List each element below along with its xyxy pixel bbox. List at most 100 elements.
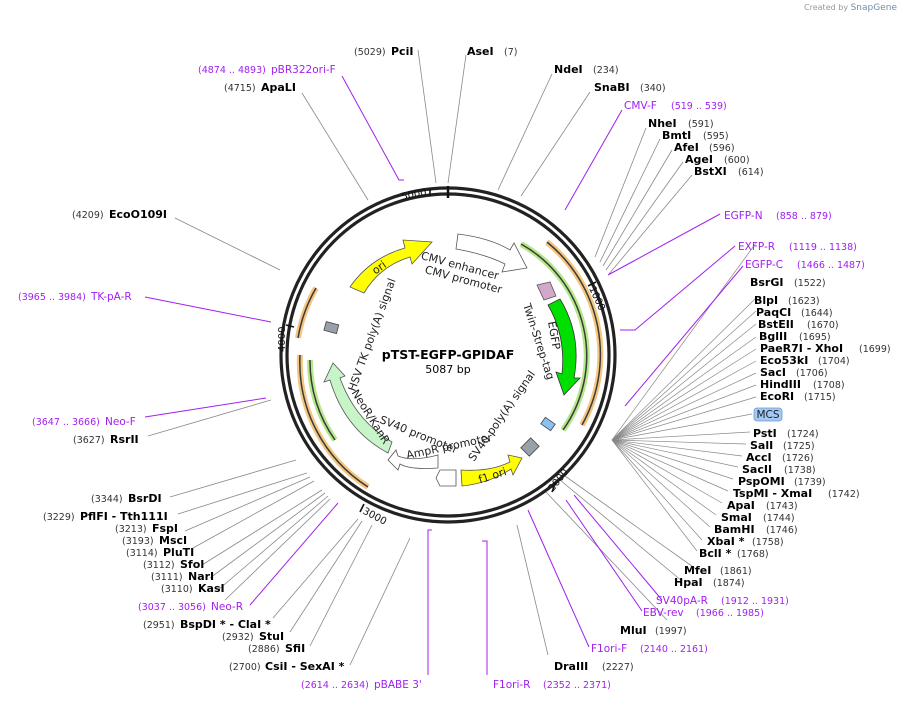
- enzyme-pos: (2932): [222, 632, 254, 643]
- enzyme-bstxi: BstXI: [694, 165, 727, 178]
- enzyme-pos: (3110): [161, 584, 193, 595]
- enzyme-kasi: KasI: [198, 582, 225, 595]
- enzyme-pos: (234): [593, 65, 619, 76]
- enzyme-pos: (596): [709, 143, 735, 154]
- enzyme-pos: (614): [738, 167, 764, 178]
- sv40-promoter-feature: [387, 449, 439, 471]
- enzyme-psti: PstI: [753, 427, 777, 440]
- enzyme-apali: ApaLI: [261, 81, 296, 94]
- enzyme-blpi: BlpI: [754, 294, 778, 307]
- enzyme-paer7i-xhoi: PaeR7I - XhoI: [760, 342, 843, 355]
- enzyme-fspi: FspI: [152, 522, 178, 535]
- enzyme-pos: (3114): [126, 548, 158, 559]
- ori-feature: [349, 239, 433, 294]
- hsv-tk-polya-label: HSV TK poly(A) signal: [346, 277, 399, 393]
- enzyme-pcii: PciI: [391, 45, 413, 58]
- enzyme-bsrgi: BsrGI: [750, 276, 783, 289]
- enzyme-hindiii: HindIII: [760, 378, 801, 391]
- enzyme-bmti: BmtI: [662, 129, 691, 142]
- primer-f1ori-f: F1ori-F: [591, 643, 627, 655]
- enzyme-pos: (1768): [737, 549, 769, 560]
- cmv-feature: [455, 233, 528, 273]
- enzyme-pos: (1670): [807, 320, 839, 331]
- ampr-promoter-feature: [435, 469, 457, 487]
- egfp-label: EGFP: [545, 320, 563, 351]
- enzyme-snabi: SnaBI: [594, 81, 630, 94]
- tick-5000: 5000: [401, 188, 428, 203]
- orf-arcs: [295, 239, 604, 490]
- egfp-feature: [547, 298, 581, 396]
- enzyme-bcli: BclI *: [699, 547, 732, 560]
- enzyme-bspdi-clai: BspDI * - ClaI *: [180, 618, 271, 631]
- mcs-enzyme-list: PstI (1724) SalI (1725) AccI (1726) SacI…: [699, 427, 860, 560]
- enzyme-pos: (340): [640, 83, 666, 94]
- enzyme-smai: SmaI: [721, 511, 752, 524]
- enzyme-pos: (4209): [72, 210, 104, 221]
- enzyme-pos: (2886): [248, 644, 280, 655]
- primer-pos: (1119 .. 1138): [789, 242, 857, 253]
- primer-pos: (1966 .. 1985): [696, 608, 764, 619]
- enzyme-ndei: NdeI: [554, 63, 583, 76]
- primer-pos: (1466 .. 1487): [797, 260, 865, 271]
- f1-ori-label: f1 ori: [477, 465, 508, 486]
- enzyme-pos: (1704): [818, 356, 850, 367]
- enzyme-bamhi: BamHI: [714, 523, 755, 536]
- enzyme-acci: AccI: [746, 451, 772, 464]
- primer-pos: (519 .. 539): [671, 101, 727, 112]
- enzyme-bsteii: BstEII: [758, 318, 794, 331]
- enzyme-csii-sexai: CsiI - SexAI *: [265, 660, 345, 673]
- enzyme-pos: (1715): [804, 392, 836, 403]
- sv40-polya-small-feature: [540, 416, 556, 432]
- enzyme-rsrii: RsrII: [110, 433, 139, 446]
- enzyme-pos: (3112): [143, 560, 175, 571]
- primer-exfp-r: EXFP-R: [738, 241, 775, 253]
- enzyme-pos: (1997): [655, 626, 687, 637]
- snapgene-brand: SnapGene: [850, 3, 897, 13]
- enzyme-pos: (1739): [794, 477, 826, 488]
- primer-cmv-f: CMV-F: [624, 100, 657, 112]
- enzyme-pos: (1522): [794, 278, 826, 289]
- enzyme-asei: AseI: [467, 45, 494, 58]
- enzyme-pos: (1644): [801, 308, 833, 319]
- enzyme-hpai: HpaI: [674, 576, 703, 589]
- enzyme-psp0mi: PspOMI: [738, 475, 785, 488]
- hsv-tk-polya-feature: [323, 321, 340, 335]
- enzyme-pos: (7): [504, 47, 517, 58]
- enzyme-sfii: SfiI: [285, 642, 305, 655]
- enzyme-draiii: DraIII: [554, 660, 588, 673]
- enzyme-pos: (1861): [720, 566, 752, 577]
- primer-pos: (3965 .. 3984): [18, 292, 86, 303]
- enzyme-agei: AgeI: [685, 153, 713, 166]
- primer-pos: (2614 .. 2634): [301, 680, 369, 691]
- enzyme-pos: (3627): [73, 435, 105, 446]
- neor-feature: [323, 362, 393, 454]
- enzyme-pos: (600): [724, 155, 750, 166]
- enzyme-pos: (3213): [115, 524, 147, 535]
- enzyme-sfoi: SfoI: [180, 558, 204, 571]
- primer-pos: (858 .. 879): [776, 211, 832, 222]
- enzyme-afei: AfeI: [674, 141, 699, 154]
- primer-neo-r: Neo-R: [211, 601, 243, 613]
- leader-lines: [147, 49, 697, 666]
- enzyme-pos: (1706): [796, 368, 828, 379]
- enzyme-xbai: XbaI *: [707, 535, 745, 548]
- enzyme-pos: (1743): [766, 501, 798, 512]
- enzyme-mlui: MluI: [620, 624, 647, 637]
- enzyme-pos: (3344): [91, 494, 123, 505]
- enzyme-ecori: EcoRI: [760, 390, 794, 403]
- enzyme-pos: (2227): [602, 662, 634, 673]
- enzyme-nhei: NheI: [648, 117, 677, 130]
- enzyme-pos: (3193): [122, 536, 154, 547]
- primer-ebv-rev: EBV-rev: [643, 607, 684, 619]
- sv40-polya-feature: [520, 437, 540, 457]
- enzyme-apai: ApaI: [727, 499, 755, 512]
- enzyme-pos: (3229): [43, 512, 75, 523]
- enzyme-pos: (1758): [752, 537, 784, 548]
- enzyme-pos: (1708): [813, 380, 845, 391]
- enzyme-bsrdi: BsrDI: [128, 492, 162, 505]
- enzyme-sacii: SacII: [742, 463, 772, 476]
- primer-sv40pa-r: SV40pA-R: [656, 595, 708, 607]
- enzyme-stui: StuI: [259, 630, 284, 643]
- enzyme-pos: (595): [703, 131, 729, 142]
